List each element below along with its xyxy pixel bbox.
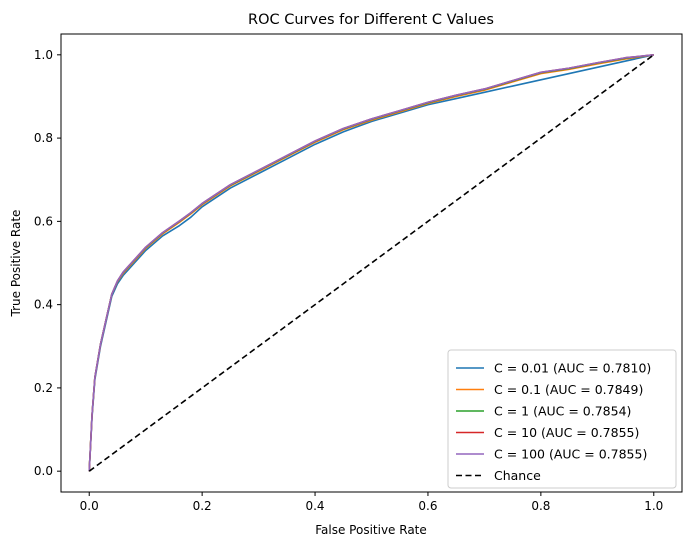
- legend-label-0: C = 0.01 (AUC = 0.7810): [494, 361, 651, 376]
- legend-label-2: C = 1 (AUC = 0.7854): [494, 404, 631, 419]
- legend-label-4: C = 100 (AUC = 0.7855): [494, 447, 647, 462]
- x-axis-label: False Positive Rate: [315, 523, 427, 537]
- series-line-4: [88, 54, 654, 472]
- series-line-5: [88, 54, 655, 472]
- axes: 0.0 0.2 0.4 0.6 0.8 1.0 0.0 0.2 0.4 0.6 0.8 1.0: [34, 33, 683, 513]
- legend-label-3: C = 10 (AUC = 0.7855): [494, 425, 639, 440]
- x-tick-label: 0.4: [305, 499, 324, 513]
- x-tick-label: 0.2: [193, 499, 212, 513]
- x-tick-label: 0.6: [418, 499, 437, 513]
- x-tick-label: 1.0: [644, 499, 663, 513]
- legend-label-5: Chance: [494, 468, 541, 483]
- y-tick-label: 0.8: [34, 131, 53, 145]
- legend-box: [447, 349, 677, 489]
- y-tick-label: 0.0: [34, 464, 53, 478]
- axes-frame: [60, 33, 683, 493]
- y-tick-label: 0.4: [34, 298, 53, 312]
- x-tick-label: 0.8: [531, 499, 550, 513]
- legend-label-1: C = 0.1 (AUC = 0.7849): [494, 382, 643, 397]
- y-axis-label: True Positive Rate: [9, 210, 23, 318]
- y-tick-label: 1.0: [34, 48, 53, 62]
- y-tick-label: 0.2: [34, 381, 53, 395]
- y-tick-label: 0.6: [34, 214, 53, 228]
- chart-title: ROC Curves for Different C Values: [248, 12, 494, 28]
- x-tick-label: 0.0: [80, 499, 99, 513]
- legend: C = 0.01 (AUC = 0.7810) C = 0.1 (AUC = 0.…: [447, 349, 677, 489]
- plot-area: [88, 54, 655, 472]
